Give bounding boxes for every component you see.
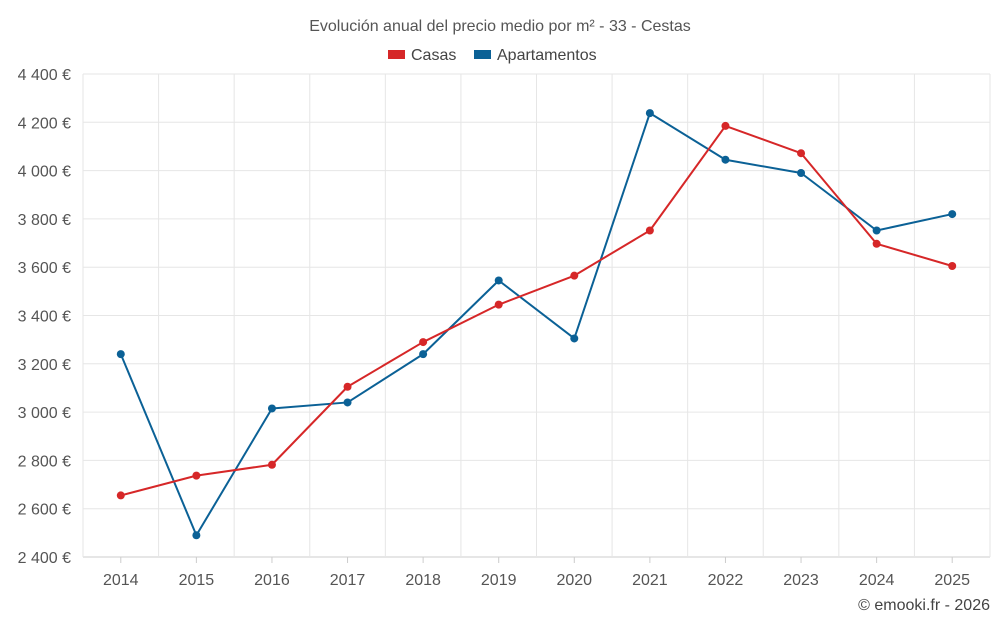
data-point-apartamentos[interactable] [721, 155, 730, 164]
data-point-casas[interactable] [116, 491, 125, 500]
x-tick-label: 2023 [783, 572, 819, 589]
series-line-apartamentos [119, 112, 953, 537]
x-tick-label: 2018 [405, 572, 441, 589]
data-point-apartamentos[interactable] [419, 350, 428, 359]
chart-title: Evolución anual del precio medio por m² … [309, 18, 691, 35]
x-tick-label: 2025 [934, 572, 970, 589]
data-point-casas[interactable] [721, 121, 730, 130]
data-point-casas[interactable] [419, 338, 428, 347]
y-tick-label: 4 000 € [18, 164, 71, 181]
y-tick-label: 3 000 € [18, 405, 71, 422]
y-tick-label: 2 600 € [18, 502, 71, 519]
x-tick-label: 2024 [859, 572, 895, 589]
data-point-casas[interactable] [494, 300, 503, 309]
data-point-apartamentos[interactable] [645, 109, 654, 118]
x-tick-label: 2016 [254, 572, 290, 589]
series-apartamentos [116, 109, 957, 540]
y-tick-label: 2 400 € [18, 550, 71, 567]
data-point-apartamentos[interactable] [948, 210, 957, 219]
legend-swatch-apartamentos [474, 50, 491, 59]
data-point-apartamentos[interactable] [343, 398, 352, 407]
data-point-casas[interactable] [872, 239, 881, 248]
credit-text: © emooki.fr - 2026 [858, 597, 990, 614]
series [116, 109, 957, 540]
legend-swatch-casas [388, 50, 405, 59]
y-tick-label: 3 600 € [18, 260, 71, 277]
x-tick-label: 2015 [179, 572, 215, 589]
x-tick-label: 2022 [708, 572, 744, 589]
grid [82, 73, 991, 558]
y-tick-label: 4 200 € [18, 115, 71, 132]
data-point-apartamentos[interactable] [192, 531, 201, 540]
x-tick-label: 2014 [103, 572, 139, 589]
data-point-apartamentos[interactable] [267, 404, 276, 413]
axes: 2 400 € 2 600 € 2 800 € 3 000 € 3 200 € 3 400… [18, 67, 970, 589]
data-point-apartamentos[interactable] [570, 334, 579, 343]
series-casas [116, 121, 957, 500]
y-tick-label: 4 400 € [18, 67, 71, 84]
x-tick-label: 2021 [632, 572, 668, 589]
data-point-casas[interactable] [267, 460, 276, 469]
data-point-casas[interactable] [645, 226, 654, 235]
y-tick-label: 3 400 € [18, 309, 71, 326]
legend-label-casas: Casas [411, 47, 456, 64]
legend-label-apartamentos: Apartamentos [497, 47, 597, 64]
data-point-apartamentos[interactable] [797, 169, 806, 178]
data-point-apartamentos[interactable] [872, 226, 881, 235]
data-point-casas[interactable] [570, 271, 579, 280]
data-point-casas[interactable] [948, 261, 957, 270]
data-point-apartamentos[interactable] [494, 276, 503, 285]
data-point-casas[interactable] [343, 382, 352, 391]
y-tick-label: 3 800 € [18, 212, 71, 229]
y-tick-label: 2 800 € [18, 453, 71, 470]
data-point-apartamentos[interactable] [116, 350, 125, 359]
x-tick-label: 2020 [556, 572, 592, 589]
legend: Casas Apartamentos [388, 47, 597, 64]
y-tick-label: 3 200 € [18, 357, 71, 374]
data-point-casas[interactable] [797, 149, 806, 158]
data-point-casas[interactable] [192, 471, 201, 480]
x-tick-label: 2017 [330, 572, 366, 589]
series-line-casas [120, 124, 953, 497]
x-tick-label: 2019 [481, 572, 517, 589]
